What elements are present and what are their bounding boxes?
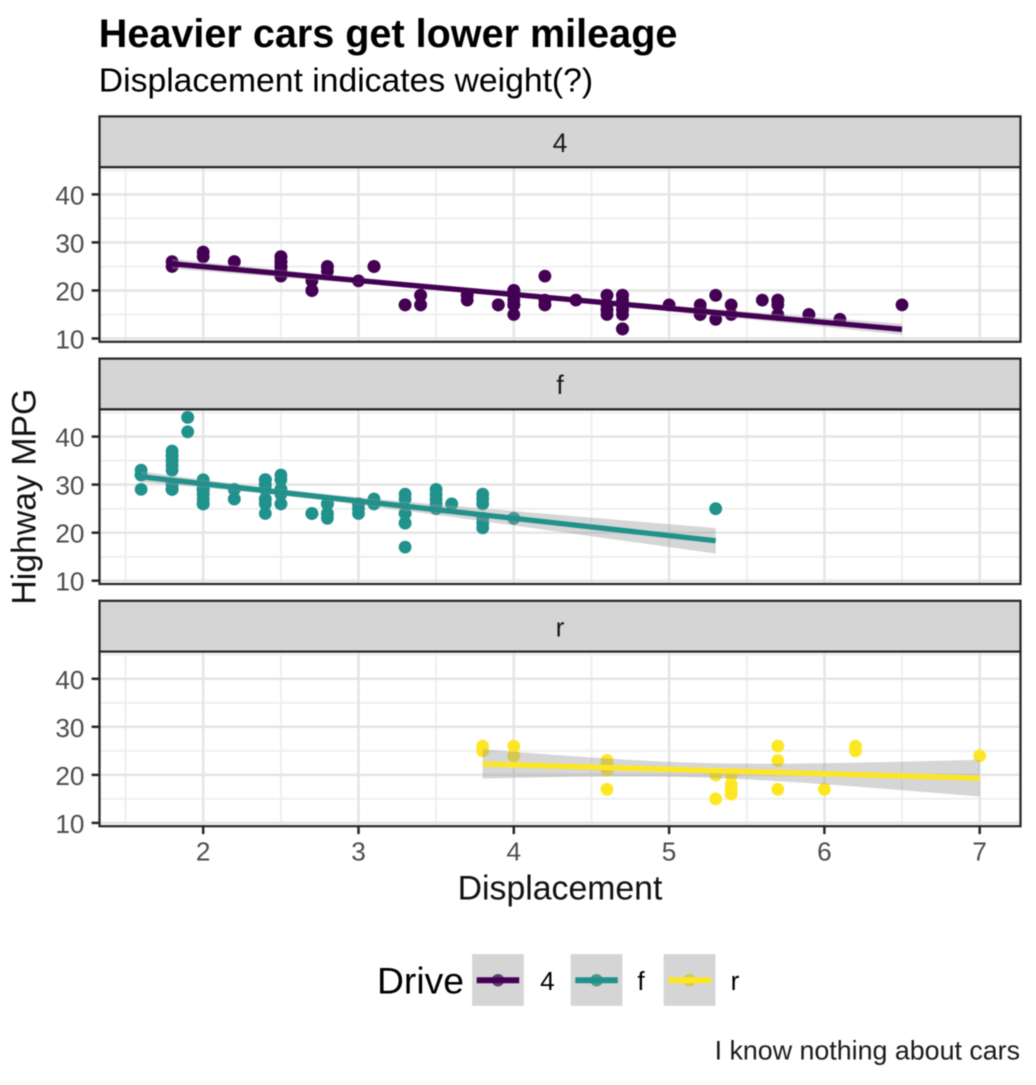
svg-text:Displacement: Displacement — [458, 870, 663, 908]
svg-text:f: f — [556, 370, 564, 400]
svg-text:10: 10 — [55, 325, 84, 355]
svg-text:r: r — [556, 612, 565, 642]
svg-text:Heavier cars get lower mileage: Heavier cars get lower mileage — [99, 12, 678, 56]
svg-text:20: 20 — [55, 277, 84, 307]
svg-text:4: 4 — [540, 966, 555, 996]
svg-text:30: 30 — [55, 713, 84, 743]
svg-text:4: 4 — [507, 837, 522, 867]
svg-text:20: 20 — [55, 519, 84, 549]
svg-text:Displacement indicates weight(: Displacement indicates weight(?) — [99, 62, 593, 100]
svg-text:5: 5 — [662, 837, 677, 867]
svg-text:3: 3 — [351, 837, 366, 867]
svg-text:40: 40 — [55, 665, 84, 695]
svg-text:30: 30 — [55, 471, 84, 501]
svg-text:10: 10 — [55, 809, 84, 839]
svg-text:Highway MPG: Highway MPG — [6, 389, 44, 605]
svg-text:40: 40 — [55, 180, 84, 210]
svg-text:I know nothing about cars: I know nothing about cars — [715, 1036, 1020, 1066]
svg-text:4: 4 — [553, 128, 568, 158]
svg-text:10: 10 — [55, 567, 84, 597]
svg-text:Drive: Drive — [377, 960, 464, 1002]
svg-text:f: f — [637, 966, 645, 996]
svg-text:2: 2 — [196, 837, 211, 867]
svg-text:30: 30 — [55, 228, 84, 258]
svg-text:r: r — [731, 966, 740, 996]
svg-text:7: 7 — [972, 837, 987, 867]
svg-text:20: 20 — [55, 761, 84, 791]
svg-text:6: 6 — [817, 837, 832, 867]
svg-text:40: 40 — [55, 423, 84, 453]
